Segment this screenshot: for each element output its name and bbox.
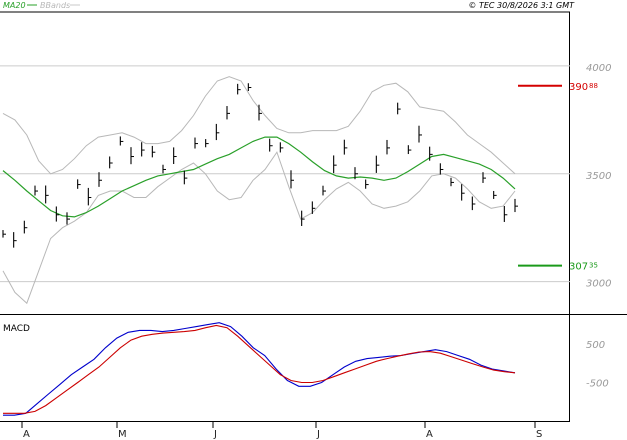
x-tick-label: J <box>316 429 320 440</box>
x-tick-label: A <box>23 429 30 440</box>
y-tick-label: 3500 <box>586 171 611 182</box>
x-tick-label: J <box>213 429 217 440</box>
macd-panel: MACD 500 -500 <box>0 315 609 422</box>
x-tick-label: M <box>118 429 127 440</box>
x-tick-label: A <box>426 429 433 440</box>
support-level-label: 307 <box>569 262 588 273</box>
resistance-level-label: 390 <box>569 82 588 93</box>
support-level-decimals: 35 <box>589 262 598 270</box>
price-bars <box>2 83 518 248</box>
macd-lines <box>3 322 516 416</box>
macd-y-tick-label: -500 <box>586 378 609 389</box>
macd-line <box>3 322 516 416</box>
ma20-line <box>2 136 516 218</box>
resistance-level-decimals: 88 <box>589 82 598 90</box>
bbands-lower-line <box>2 151 516 305</box>
macd-y-axis: 500 -500 <box>586 340 609 390</box>
ma20-series-line <box>2 136 516 218</box>
legend-bbands: BBands <box>40 1 70 10</box>
x-tick-label: S <box>536 429 542 440</box>
price-levels: 390 88 307 35 <box>518 82 598 273</box>
macd-title: MACD <box>3 324 30 334</box>
price-y-axis: 4000 3500 3000 <box>586 63 611 290</box>
price-gridlines <box>0 65 570 283</box>
signal-line <box>3 324 516 414</box>
y-tick-label: 4000 <box>586 63 611 74</box>
bbands-upper-line <box>2 76 516 175</box>
price-panel: 4000 3500 3000 390 88 307 35 <box>0 11 627 315</box>
macd-y-tick-label: 500 <box>586 340 605 351</box>
legend-ma20: MA20 <box>3 1 26 10</box>
y-tick-label: 3000 <box>586 279 611 290</box>
copyright-text: © TEC 30/8/2026 3:1 GMT <box>468 1 575 10</box>
